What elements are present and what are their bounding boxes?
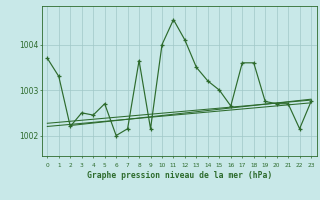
X-axis label: Graphe pression niveau de la mer (hPa): Graphe pression niveau de la mer (hPa): [87, 171, 272, 180]
